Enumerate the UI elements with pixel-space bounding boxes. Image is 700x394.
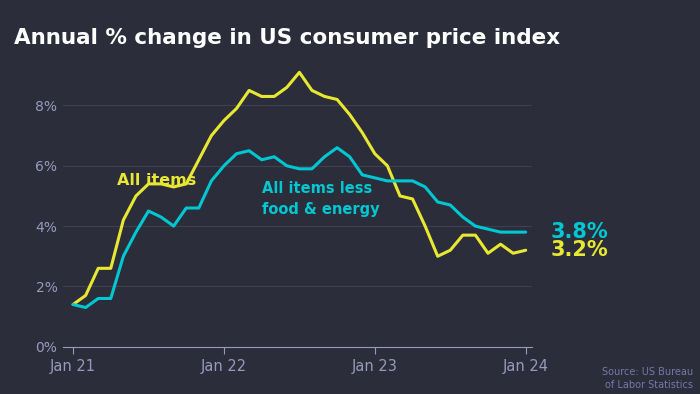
Text: Source: US Bureau
of Labor Statistics: Source: US Bureau of Labor Statistics [602,367,693,390]
Text: Annual % change in US consumer price index: Annual % change in US consumer price ind… [14,28,560,48]
Text: All items: All items [117,173,196,188]
Text: All items less
food & energy: All items less food & energy [262,181,379,217]
Text: 3.2%: 3.2% [551,240,608,260]
Text: 3.8%: 3.8% [551,222,608,242]
